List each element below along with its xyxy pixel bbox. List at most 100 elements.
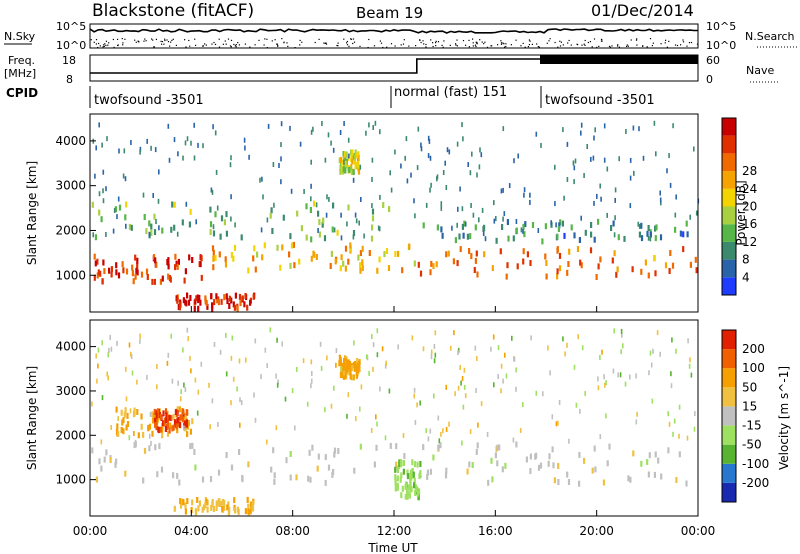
nsearch-dot <box>299 44 301 46</box>
velocity-cell <box>356 357 359 364</box>
velocity-cell <box>184 502 187 509</box>
velocity-cell <box>182 347 184 353</box>
velocity-colorbar-swatch <box>722 349 736 369</box>
velocity-cell <box>320 366 323 371</box>
velocity-cell <box>413 387 416 393</box>
power-cell <box>241 295 244 302</box>
power-cell <box>371 215 375 222</box>
nsearch-dot <box>152 39 154 41</box>
velocity-cell <box>186 498 189 504</box>
nsearch-dot <box>408 45 410 47</box>
nsearch-dot <box>520 45 522 47</box>
power-cell <box>106 136 108 142</box>
power-cell <box>266 217 269 223</box>
power-cell <box>183 277 186 284</box>
power-cell <box>211 189 214 195</box>
power-cell <box>315 202 318 208</box>
nsearch-dot <box>379 40 381 42</box>
velocity-cell <box>621 332 623 338</box>
velocity-cell <box>97 347 100 353</box>
power-cell <box>695 210 698 216</box>
nsearch-dot <box>646 46 648 48</box>
power-cell <box>240 234 243 241</box>
nsearch-dot <box>481 41 483 43</box>
velocity-cell <box>605 380 607 386</box>
velocity-cell <box>213 342 216 347</box>
nsearch-dot <box>222 43 224 45</box>
velocity-cell <box>178 479 181 486</box>
velocity-cell <box>120 409 123 416</box>
power-cell <box>352 234 355 240</box>
nsky-frame <box>89 23 699 49</box>
velocity-cell <box>189 443 192 450</box>
nsearch-dot <box>626 45 628 47</box>
power-cell <box>210 187 213 193</box>
velocity-cell <box>206 499 209 506</box>
nsearch-dot <box>617 44 619 46</box>
velocity-cell <box>647 471 650 478</box>
velocity-cell <box>108 347 110 353</box>
velocity-cell <box>168 414 171 421</box>
power-cell <box>195 295 198 302</box>
power-cell <box>220 298 223 305</box>
velocity-cell <box>260 374 262 380</box>
power-cell <box>330 250 333 257</box>
power-cell <box>370 235 374 242</box>
nsearch-dot <box>234 45 236 47</box>
power-cell <box>331 226 334 233</box>
nsearch-dot <box>591 46 593 48</box>
power-cell <box>161 275 164 282</box>
freq-tick-8: 8 <box>66 73 73 86</box>
nsearch-dot <box>314 41 316 44</box>
velocity-cell <box>368 370 370 376</box>
power-cell <box>167 123 170 129</box>
nsearch-dot <box>442 46 444 48</box>
power-cell <box>644 259 647 266</box>
power-cell <box>541 238 544 245</box>
power-cell <box>580 130 582 136</box>
velocity-cell <box>117 430 120 437</box>
velocity-cell <box>547 460 550 467</box>
velocity-cell <box>143 447 147 454</box>
velocity-cell <box>612 368 615 374</box>
power-cell <box>344 167 347 174</box>
nsearch-dot <box>682 41 685 43</box>
velocity-cell <box>396 475 399 482</box>
power-cell <box>428 138 431 144</box>
velocity-cell <box>206 506 209 513</box>
velocity-cell <box>406 487 409 494</box>
nsearch-dot <box>350 38 352 40</box>
velocity-cell <box>613 328 615 334</box>
velocity-cell <box>330 403 333 409</box>
velocity-cell <box>123 411 126 418</box>
velocity-cell <box>400 492 403 499</box>
velocity-cell <box>186 409 189 416</box>
power-cell <box>339 265 342 272</box>
nsearch-dot <box>124 38 126 40</box>
power-cell <box>647 235 650 241</box>
velocity-cell <box>311 444 314 451</box>
power-cell <box>200 255 203 262</box>
power-cell <box>531 222 535 228</box>
nsearch-dot <box>380 42 383 44</box>
power-cell <box>280 179 282 185</box>
power-cell <box>236 305 239 312</box>
cpid-segment-1: twofsound -3501 <box>94 93 204 108</box>
power-cell <box>325 212 328 218</box>
power-cell <box>289 233 292 240</box>
nsearch-dot <box>500 42 503 44</box>
power-cell <box>599 256 602 263</box>
power-cell <box>131 270 134 277</box>
power-cell <box>259 177 261 183</box>
nsearch-dot <box>172 38 174 40</box>
power-cell <box>244 293 247 299</box>
power-cell <box>341 166 344 173</box>
power-cell <box>593 200 595 206</box>
power-ylabel: Slant Range [km] <box>25 161 39 265</box>
velocity-cell <box>276 337 278 343</box>
velocity-cell <box>619 372 622 378</box>
power-cell <box>654 225 657 232</box>
power-cell <box>349 245 352 252</box>
power-cell <box>590 222 593 228</box>
